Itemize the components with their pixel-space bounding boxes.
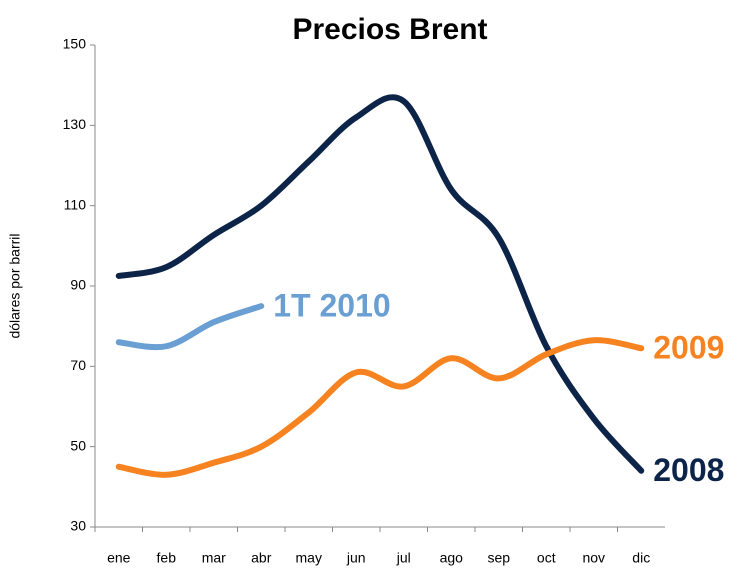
y-tick-label: 30	[70, 518, 86, 534]
y-tick-label: 150	[63, 36, 87, 52]
series-label: 2008	[653, 452, 724, 488]
y-tick-label: 50	[70, 437, 86, 453]
x-tick-label: mar	[202, 550, 226, 566]
x-tick-label: oct	[537, 550, 556, 566]
x-tick-label: may	[296, 550, 322, 566]
x-tick-label: ago	[440, 550, 464, 566]
x-tick-label: feb	[157, 550, 177, 566]
x-tick-label: dic	[632, 550, 650, 566]
y-tick-label: 130	[63, 116, 87, 132]
series-label: 1T 2010	[273, 288, 390, 324]
y-tick-label: 70	[70, 357, 86, 373]
y-tick-label: 90	[70, 277, 86, 293]
x-tick-label: sep	[487, 550, 510, 566]
x-tick-label: nov	[582, 550, 605, 566]
y-axis-label: dólares por barril	[7, 233, 23, 338]
x-tick-label: ene	[107, 550, 131, 566]
series-line	[115, 303, 265, 351]
series-line	[115, 94, 645, 474]
series-line	[115, 337, 645, 478]
x-tick-label: jun	[346, 550, 366, 566]
chart-title: Precios Brent	[292, 13, 487, 46]
x-tick-label: jul	[396, 550, 411, 566]
y-tick-label: 110	[64, 196, 87, 212]
x-tick-label: abr	[251, 550, 272, 566]
series-label: 2009	[653, 330, 724, 366]
